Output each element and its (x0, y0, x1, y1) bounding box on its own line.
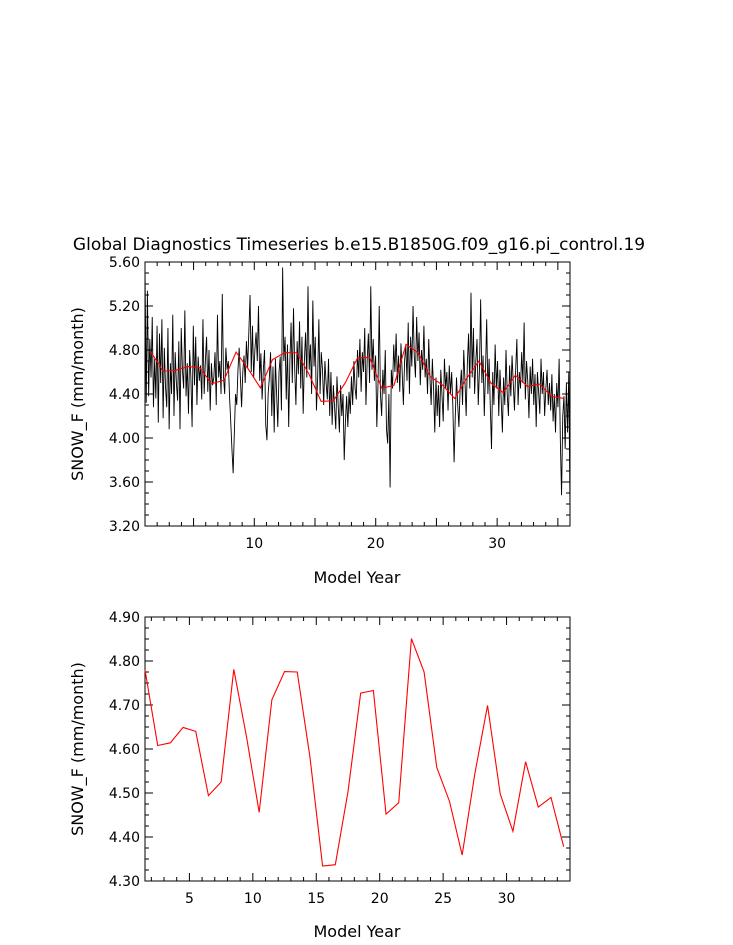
y-tick-label: 3.60 (109, 475, 140, 491)
y-tick-label: 5.20 (109, 299, 140, 315)
chart-title: Global Diagnostics Timeseries b.e15.B185… (73, 235, 645, 255)
x-axis-label: Model Year (314, 922, 401, 941)
y-tick-labels: 4.30 4.40 4.50 4.60 4.70 4.80 4.90 (109, 610, 140, 890)
annual-series-line (144, 638, 565, 867)
x-tick-label: 15 (307, 891, 325, 907)
y-tick-label: 4.70 (109, 698, 140, 714)
y-tick-labels: 3.20 3.60 4.00 4.40 4.80 5.20 5.60 (109, 255, 140, 535)
x-tick-labels: 10 20 30 (245, 536, 506, 552)
y-tick-label: 4.80 (109, 654, 140, 670)
plot-frame (144, 261, 571, 527)
x-tick-label: 25 (434, 891, 452, 907)
y-tick-label: 4.40 (109, 830, 140, 846)
bottom-chart: 5 10 15 20 25 30 4.30 4.40 4.50 4.60 4.70 4.80 4.90… (68, 610, 571, 941)
y-tick-label: 4.30 (109, 874, 140, 890)
y-tick-label: 3.20 (109, 519, 140, 535)
x-axis-label: Model Year (314, 568, 401, 587)
y-tick-label: 4.80 (109, 343, 140, 359)
series-group (144, 638, 565, 867)
x-tick-label: 5 (185, 891, 194, 907)
x-tick-label: 10 (245, 536, 263, 552)
x-tick-label: 20 (367, 536, 385, 552)
y-tick-label: 4.60 (109, 742, 140, 758)
plot-frame (144, 616, 571, 882)
y-tick-label: 4.40 (109, 387, 140, 403)
axis-ticks (145, 616, 571, 882)
y-tick-label: 4.90 (109, 610, 140, 626)
x-tick-label: 10 (244, 891, 262, 907)
monthly-series-line (144, 267, 571, 511)
x-tick-label: 30 (498, 891, 516, 907)
y-tick-label: 4.00 (109, 431, 140, 447)
series-group (144, 267, 571, 511)
y-axis-label: SNOW_F (mm/month) (68, 662, 88, 836)
x-tick-label: 30 (488, 536, 506, 552)
x-tick-label: 20 (371, 891, 389, 907)
x-tick-labels: 5 10 15 20 25 30 (185, 891, 516, 907)
y-axis-label: SNOW_F (mm/month) (68, 307, 88, 481)
axis-ticks (144, 261, 571, 527)
top-chart: 10 20 30 3.20 3.60 4.00 4.40 4.80 5.20 5.60 Mode… (68, 255, 571, 587)
y-tick-label: 5.60 (109, 255, 140, 271)
annual-series-line (150, 343, 565, 402)
y-tick-label: 4.50 (109, 786, 140, 802)
